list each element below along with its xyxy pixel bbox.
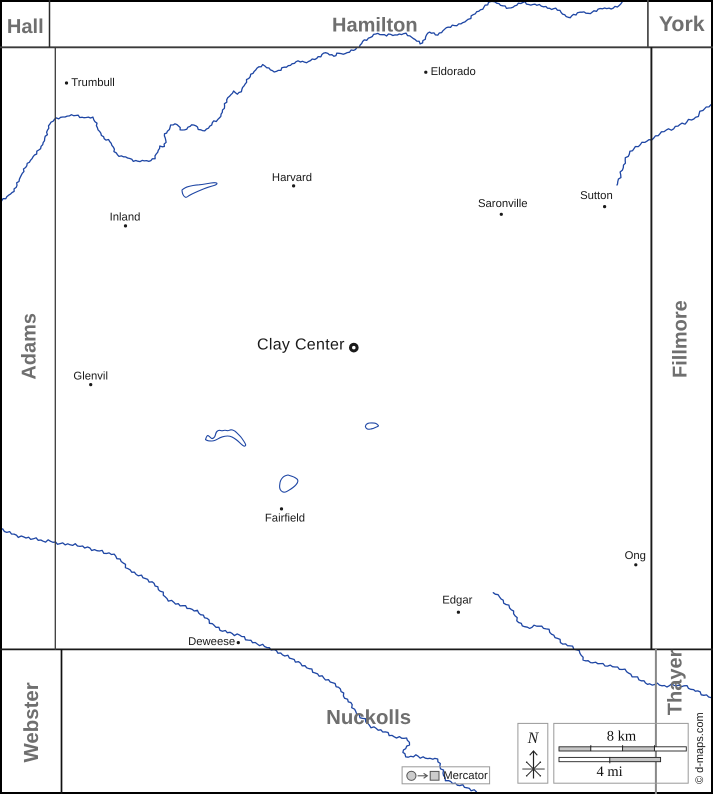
- svg-text:Clay Center: Clay Center: [257, 336, 345, 353]
- svg-text:N: N: [527, 730, 540, 747]
- svg-text:Saronville: Saronville: [478, 198, 528, 210]
- svg-text:Nuckolls: Nuckolls: [326, 707, 411, 729]
- svg-text:Inland: Inland: [110, 212, 141, 224]
- svg-text:Adams: Adams: [18, 313, 40, 380]
- svg-text:Eldorado: Eldorado: [431, 66, 476, 78]
- svg-text:Ong: Ong: [625, 550, 646, 562]
- svg-text:Trumbull: Trumbull: [71, 77, 115, 89]
- svg-text:York: York: [659, 12, 705, 36]
- svg-text:Hall: Hall: [7, 16, 44, 38]
- svg-text:© d-maps.com: © d-maps.com: [694, 712, 706, 784]
- svg-text:Mercator: Mercator: [443, 770, 488, 782]
- svg-text:Webster: Webster: [21, 682, 43, 762]
- svg-text:Sutton: Sutton: [580, 190, 613, 202]
- svg-text:Glenvil: Glenvil: [73, 370, 108, 382]
- svg-text:Edgar: Edgar: [442, 595, 472, 607]
- svg-text:Thayer: Thayer: [664, 649, 686, 715]
- svg-text:Hamilton: Hamilton: [332, 14, 418, 36]
- svg-text:Fillmore: Fillmore: [669, 300, 691, 378]
- svg-text:Deweese: Deweese: [188, 636, 235, 648]
- svg-text:8 km: 8 km: [607, 729, 637, 745]
- svg-text:Harvard: Harvard: [272, 172, 312, 184]
- svg-text:4 mi: 4 mi: [597, 764, 623, 780]
- svg-text:Fairfield: Fairfield: [265, 513, 305, 525]
